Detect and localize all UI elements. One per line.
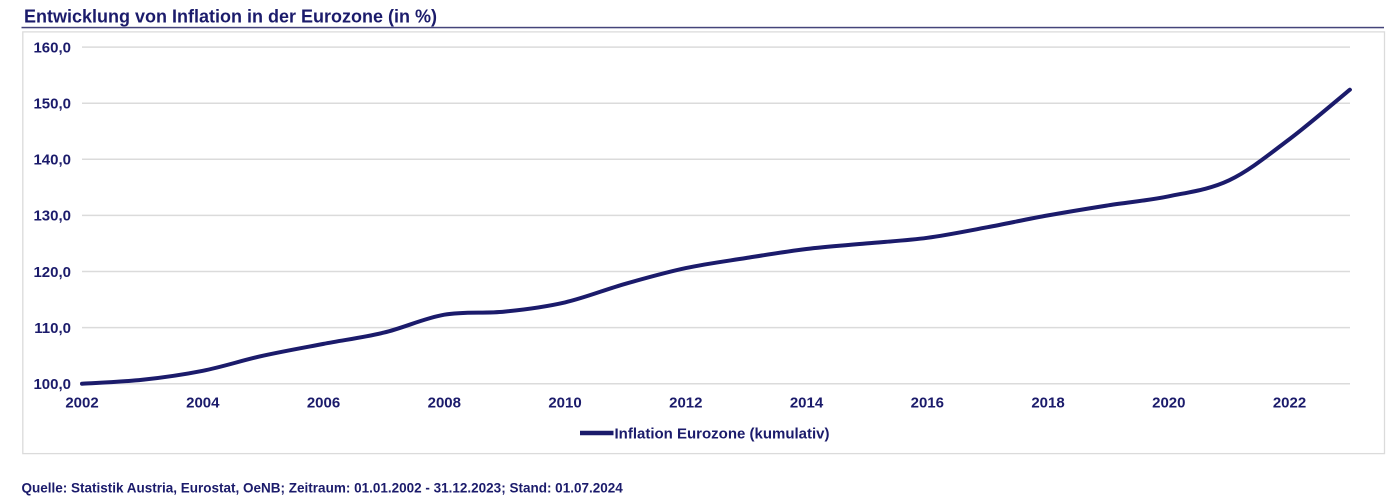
svg-text:110,0: 110,0 [34, 320, 71, 337]
svg-text:Entwicklung von Inflation in d: Entwicklung von Inflation in der Eurozon… [24, 7, 437, 27]
svg-text:150,0: 150,0 [33, 96, 71, 113]
svg-text:2020: 2020 [1152, 395, 1185, 412]
svg-text:130,0: 130,0 [33, 208, 71, 225]
svg-text:2016: 2016 [911, 395, 944, 412]
svg-text:100,0: 100,0 [33, 376, 71, 393]
svg-text:2012: 2012 [669, 395, 702, 412]
svg-text:Inflation Eurozone (kumulativ): Inflation Eurozone (kumulativ) [615, 425, 830, 442]
svg-text:2006: 2006 [307, 395, 340, 412]
svg-text:2018: 2018 [1031, 395, 1064, 412]
svg-text:2014: 2014 [790, 395, 824, 412]
svg-text:2010: 2010 [548, 395, 581, 412]
svg-text:2008: 2008 [428, 395, 461, 412]
svg-text:160,0: 160,0 [33, 39, 71, 56]
svg-text:Quelle: Statistik Austria, Eur: Quelle: Statistik Austria, Eurostat, OeN… [22, 481, 624, 496]
svg-text:2004: 2004 [186, 395, 220, 412]
svg-text:140,0: 140,0 [33, 152, 71, 169]
svg-text:2002: 2002 [65, 395, 98, 412]
svg-text:120,0: 120,0 [33, 264, 71, 281]
svg-text:2022: 2022 [1273, 395, 1306, 412]
